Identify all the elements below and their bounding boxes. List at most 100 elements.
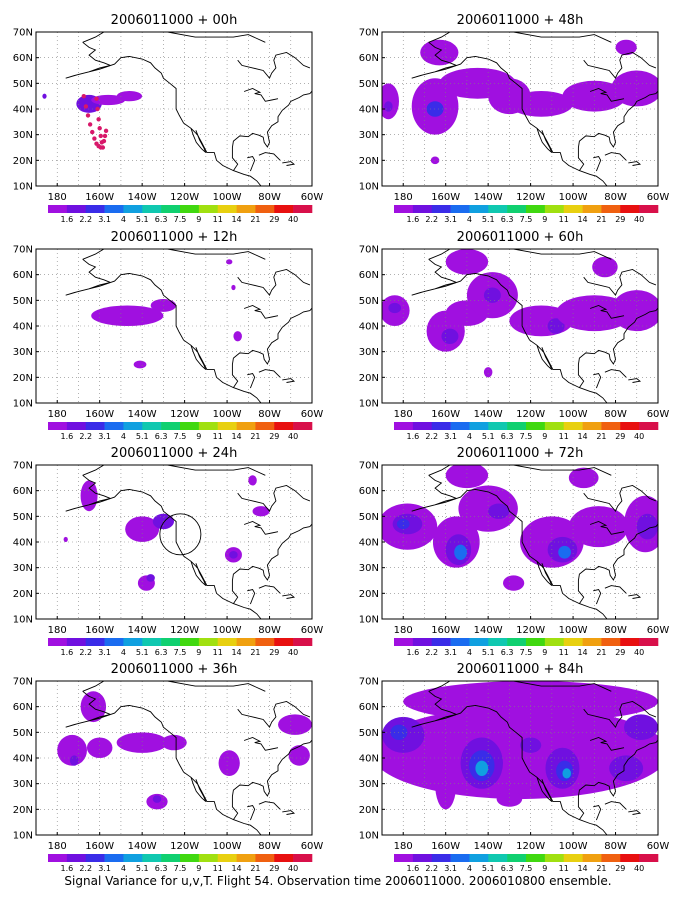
coastline (244, 89, 278, 102)
colorbar-swatch (199, 205, 218, 213)
colorbar-swatch (394, 422, 413, 430)
map-panel: 2006011000 + 48h10N20N30N40N50N60N70N180… (359, 13, 670, 224)
colorbar-swatch (237, 638, 256, 646)
colorbar-label: 11 (213, 432, 223, 441)
y-tick-label: 40N (359, 322, 379, 333)
colorbar-swatch (488, 205, 507, 213)
x-tick-label: 160W (431, 625, 460, 636)
panel-title: 2006011000 + 12h (111, 230, 238, 245)
colorbar-label: 40 (634, 432, 644, 441)
signal-region (42, 94, 46, 99)
y-tick-label: 70N (13, 461, 33, 472)
x-tick-label: 120W (170, 192, 199, 203)
colorbar-label: 21 (250, 648, 260, 657)
colorbar-swatch (601, 205, 620, 213)
colorbar-swatch (180, 205, 199, 213)
coastline (83, 462, 266, 475)
flight-track-point (86, 113, 90, 117)
map-body (36, 678, 312, 835)
signal-region (562, 768, 570, 778)
y-tick-label: 20N (359, 589, 379, 600)
y-tick-label: 30N (359, 347, 379, 358)
colorbar-swatch (48, 422, 67, 430)
y-tick-label: 10N (359, 399, 379, 410)
colorbar-swatch (451, 854, 470, 862)
colorbar-swatch (469, 422, 488, 430)
colorbar-swatch (564, 854, 583, 862)
signal-region (64, 537, 68, 542)
colorbar-swatch (67, 422, 86, 430)
colorbar-label: 40 (288, 215, 298, 224)
colorbar-swatch (526, 422, 545, 430)
coastline (628, 379, 640, 383)
colorbar-swatch (639, 422, 658, 430)
colorbar-swatch (488, 422, 507, 430)
target-circle (160, 514, 201, 555)
colorbar-label: 11 (559, 648, 569, 657)
colorbar: 1.6 2.2 3.1 4 5.1 6.3 7.5 9 11 14 21 29 40 (48, 205, 312, 224)
colorbar-label: 40 (288, 432, 298, 441)
x-tick-label: 180 (48, 625, 67, 636)
coastline (244, 738, 278, 751)
x-tick-label: 60W (647, 409, 670, 420)
signal-region (458, 486, 517, 532)
flight-track-point (92, 136, 96, 140)
colorbar-label: 9 (196, 648, 201, 657)
colorbar-swatch (601, 422, 620, 430)
colorbar-swatch (161, 205, 180, 213)
y-tick-label: 20N (359, 156, 379, 167)
x-tick-label: 120W (170, 409, 199, 420)
coastline (429, 29, 612, 42)
x-tick-label: 60W (301, 841, 324, 852)
x-tick-label: 80W (604, 625, 627, 636)
y-tick-label: 20N (13, 373, 33, 384)
x-tick-label: 60W (647, 192, 670, 203)
colorbar-swatch (451, 638, 470, 646)
coastline (537, 345, 552, 369)
colorbar: 1.6 2.2 3.1 4 5.1 6.3 7.5 9 11 14 21 29 40 (48, 854, 312, 873)
colorbar-swatch (48, 205, 67, 213)
colorbar-swatch (432, 205, 451, 213)
colorbar-label: 3.1 (444, 432, 457, 441)
panel-title: 2006011000 + 24h (111, 446, 238, 461)
y-tick-label: 60N (13, 702, 33, 713)
colorbar-swatch (394, 638, 413, 646)
colorbar-label: 1.6 (60, 215, 73, 224)
y-tick-label: 10N (359, 182, 379, 193)
y-tick-label: 20N (13, 589, 33, 600)
flight-track-point (104, 129, 108, 133)
signal-region (609, 755, 643, 781)
colorbar-swatch (545, 422, 564, 430)
map-body (378, 29, 662, 186)
coastline (191, 777, 206, 801)
signal-region (153, 795, 161, 803)
colorbar-label: 29 (269, 432, 279, 441)
colorbar-label: 7.5 (520, 432, 533, 441)
colorbar-swatch (507, 854, 526, 862)
signal-region (397, 519, 410, 529)
colorbar: 1.6 2.2 3.1 4 5.1 6.3 7.5 9 11 14 21 29 40 (394, 205, 658, 224)
signal-region (427, 101, 444, 116)
colorbar-label: 11 (213, 215, 223, 224)
x-tick-label: 160W (85, 409, 114, 420)
colorbar-swatch (161, 422, 180, 430)
colorbar-swatch (237, 422, 256, 430)
colorbar-swatch (413, 205, 432, 213)
y-tick-label: 10N (13, 399, 33, 410)
colorbar-label: 7.5 (174, 215, 187, 224)
colorbar-label: 29 (615, 864, 625, 873)
colorbar-label: 4 (121, 215, 126, 224)
colorbar-label: 1.6 (60, 864, 73, 873)
colorbar-label: 1.6 (406, 648, 419, 657)
flight-track-point (96, 117, 100, 121)
colorbar-swatch (180, 422, 199, 430)
y-tick-label: 40N (359, 538, 379, 549)
signal-region (420, 40, 458, 66)
colorbar-swatch (199, 854, 218, 862)
coastline (191, 345, 206, 369)
colorbar-label: 40 (288, 648, 298, 657)
x-tick-label: 160W (431, 409, 460, 420)
x-tick-label: 120W (516, 841, 545, 852)
colorbar: 1.6 2.2 3.1 4 5.1 6.3 7.5 9 11 14 21 29 40 (394, 422, 658, 441)
x-tick-label: 160W (85, 841, 114, 852)
